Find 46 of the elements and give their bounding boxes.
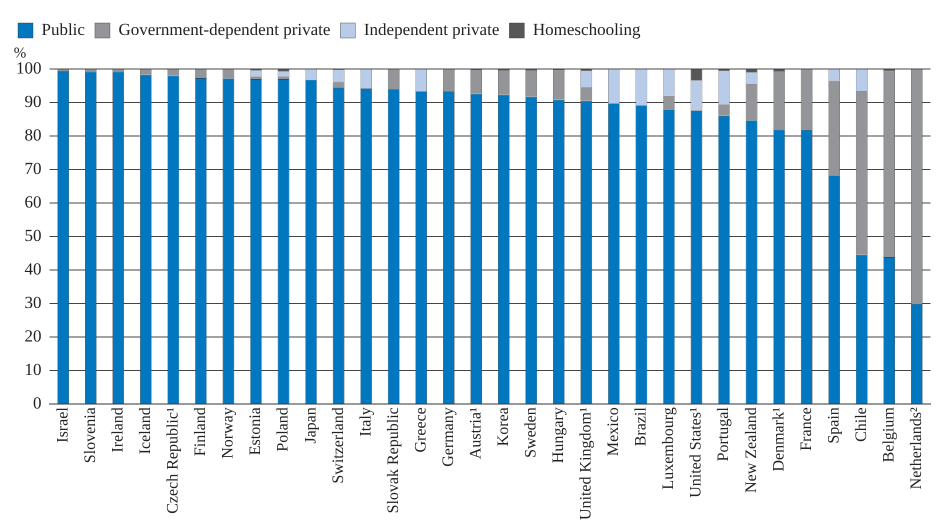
x-tick-label: Switzerland (330, 407, 347, 484)
y-tick-label: 20 (24, 326, 42, 346)
y-tick-label: 0 (33, 394, 42, 413)
x-tick-label: Spain (825, 407, 842, 444)
legend-label: Government-dependent private (118, 20, 330, 39)
x-tick-label: United Kingdom¹ (578, 407, 595, 520)
legend-label: Public (42, 20, 86, 39)
legend-label: Independent private (364, 20, 500, 39)
x-tick-label: Luxembourg (660, 407, 678, 490)
x-tick-label: Korea (494, 407, 512, 446)
y-tick-label: 60 (24, 192, 42, 212)
x-tick-label: New Zealand (742, 407, 760, 493)
y-tick-label: 70 (24, 159, 42, 178)
y-tick-label: 50 (24, 226, 42, 246)
x-tick-label: Slovak Republic (384, 407, 402, 514)
x-tick-label: Estonia (247, 407, 264, 456)
x-tick-label: Ireland (110, 407, 127, 453)
y-tick-label: 80 (24, 126, 42, 145)
x-tick-label: Germany (440, 407, 457, 467)
x-tick-label: Austria¹ (467, 407, 484, 460)
x-tick-label: United States¹ (688, 407, 705, 498)
x-tick-label: Brazil (632, 406, 650, 446)
x-tick-label: Czech Republic¹ (164, 407, 182, 514)
x-tick-label: France (798, 407, 815, 451)
x-tick-label: Norway (220, 407, 237, 459)
x-tick-label: Italy (357, 407, 374, 437)
x-tick-label: Israel (54, 406, 72, 443)
x-tick-label: Slovenia (82, 407, 99, 464)
y-tick-label: 30 (24, 293, 42, 312)
x-tick-label: Mexico (605, 407, 622, 456)
x-tick-label: Denmark¹ (770, 407, 788, 472)
x-tick-label: Finland (192, 407, 210, 456)
y-tick-label: 90 (24, 92, 42, 111)
x-tick-label: Poland (274, 407, 292, 452)
x-tick-label: Greece (412, 407, 430, 453)
y-tick-label: 10 (24, 360, 42, 380)
x-tick-label: Belgium (880, 406, 898, 462)
x-tick-label: Japan (302, 407, 320, 444)
x-tick-label: Portugal (715, 406, 732, 462)
x-tick-label: Hungary (550, 407, 568, 464)
x-tick-label: Sweden (522, 407, 540, 458)
x-tick-label: Chile (852, 407, 870, 442)
x-tick-label: Netherlands² (908, 407, 925, 490)
legend-label: Homeschooling (532, 20, 642, 39)
x-tick-label: Iceland (137, 407, 154, 454)
y-tick-label: 40 (24, 260, 42, 279)
